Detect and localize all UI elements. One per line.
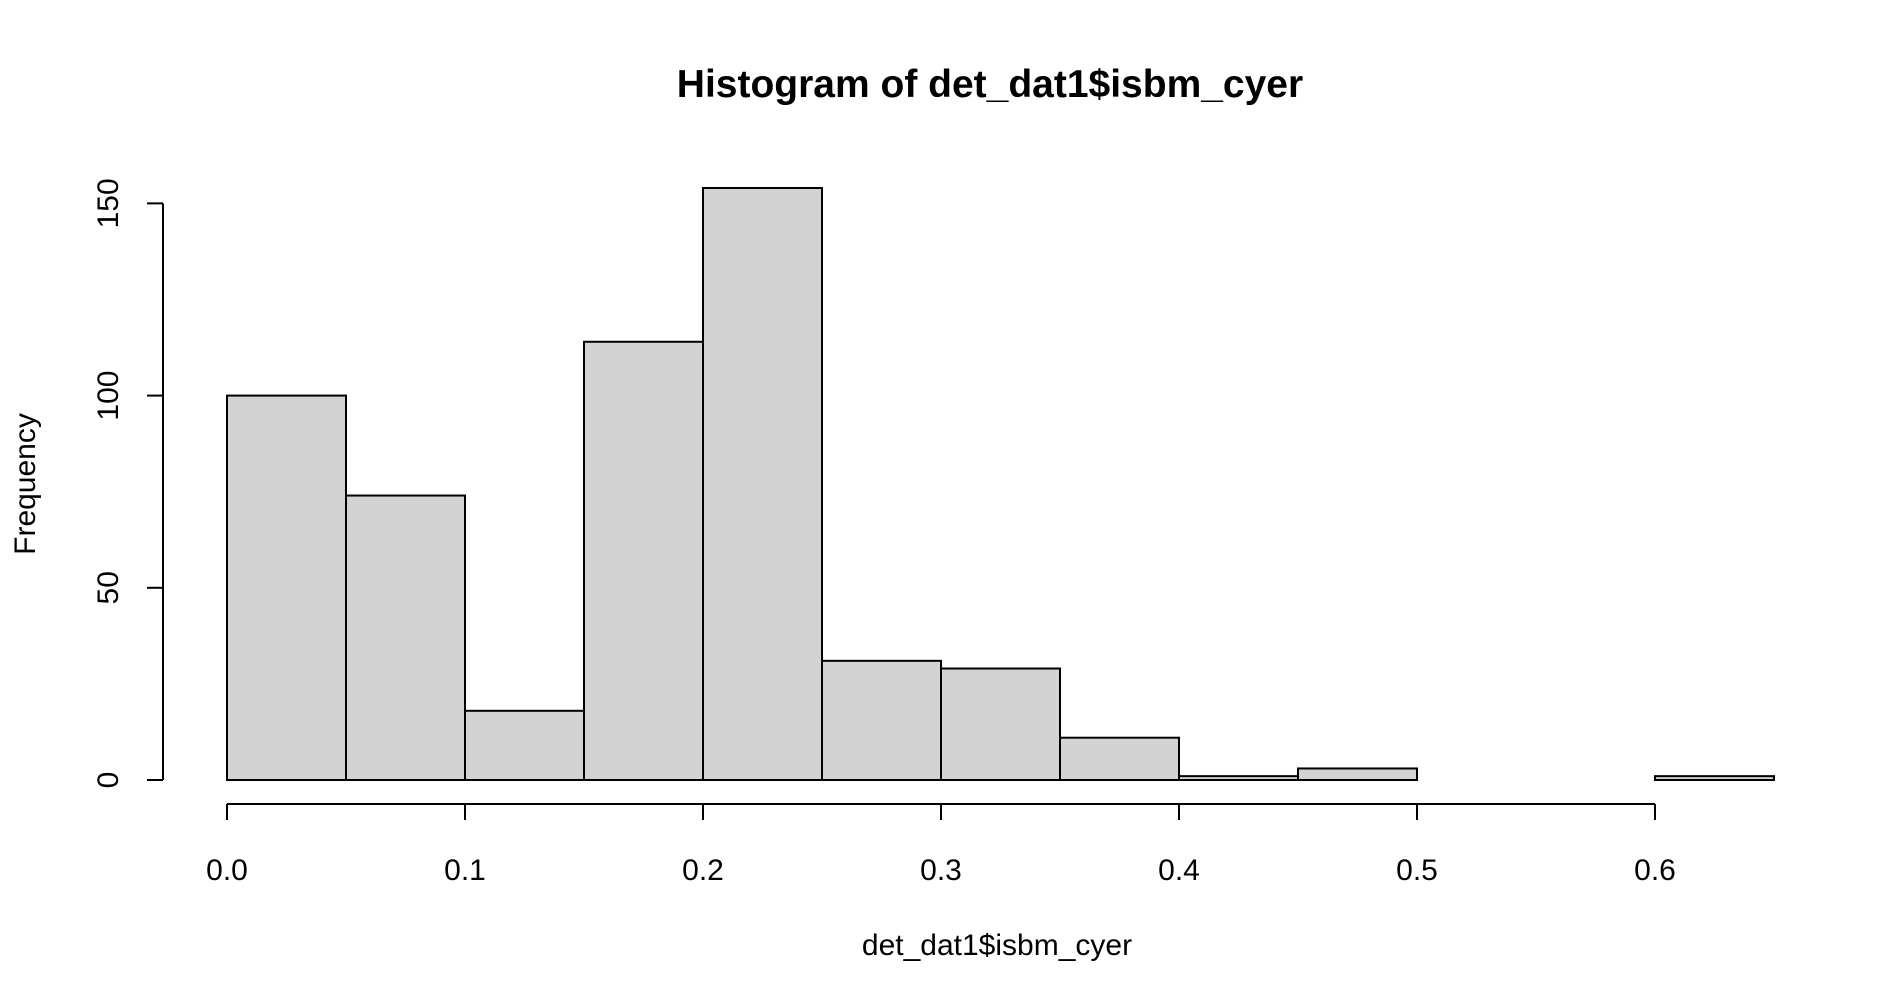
chart-title: Histogram of det_dat1$isbm_cyer xyxy=(677,63,1303,106)
y-tick-label: 0 xyxy=(92,772,125,789)
histogram-bars xyxy=(226,187,1775,782)
histogram-bar xyxy=(345,494,466,781)
histogram-bar xyxy=(583,340,704,781)
y-tick-label: 150 xyxy=(92,178,125,228)
histogram-bar xyxy=(702,187,823,781)
histogram-bar xyxy=(1654,775,1775,781)
y-axis: 0 50 100 150 xyxy=(92,178,164,789)
x-axis: 0.0 0.1 0.2 0.3 0.4 0.5 0.6 xyxy=(206,803,1676,887)
histogram-bar xyxy=(226,394,347,781)
histogram-bar xyxy=(1178,775,1299,781)
x-tick-label: 0.3 xyxy=(920,854,962,887)
y-tick-label: 100 xyxy=(92,371,125,421)
histogram-bar xyxy=(940,667,1061,781)
histogram-bar xyxy=(1297,767,1418,781)
histogram-bar xyxy=(821,659,942,782)
histogram-bar xyxy=(1059,736,1180,782)
histogram-bar xyxy=(464,709,585,781)
x-tick-label: 0.6 xyxy=(1634,854,1676,887)
x-tick-label: 0.5 xyxy=(1396,854,1438,887)
x-tick-label: 0.0 xyxy=(206,854,248,887)
x-tick-label: 0.2 xyxy=(682,854,724,887)
x-axis-label: det_dat1$isbm_cyer xyxy=(862,929,1132,962)
x-tick-label: 0.1 xyxy=(444,854,486,887)
y-tick-label: 50 xyxy=(92,571,125,604)
y-axis-label: Frequency xyxy=(9,413,42,555)
x-tick-label: 0.4 xyxy=(1158,854,1200,887)
